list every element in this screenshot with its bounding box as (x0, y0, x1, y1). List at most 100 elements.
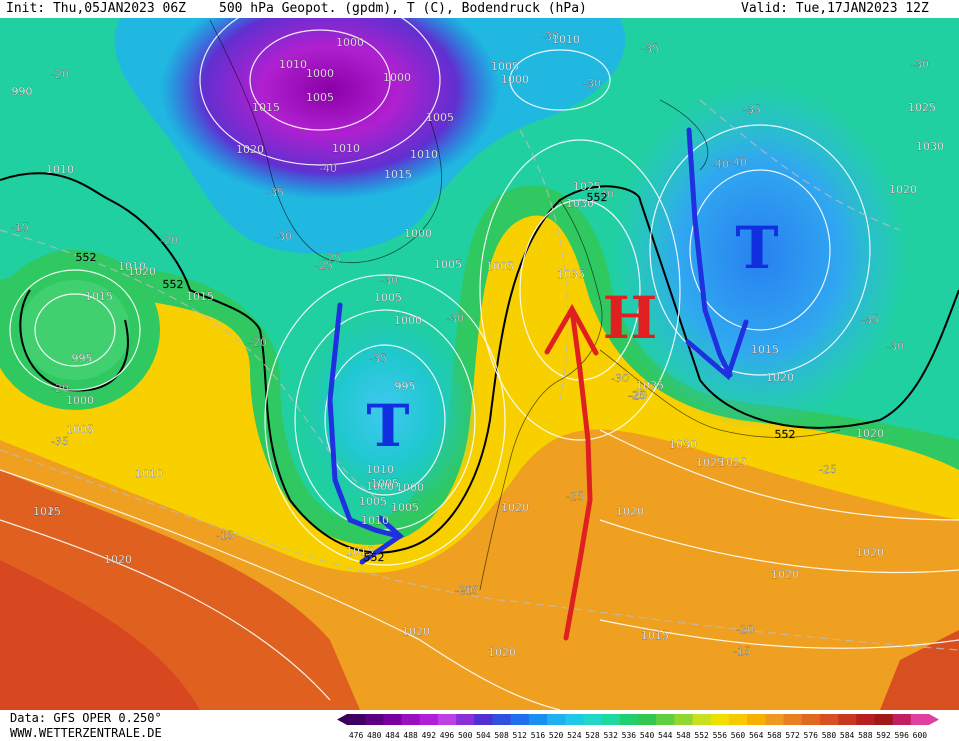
legend-color-swatch (401, 714, 421, 725)
legend-color-swatch (892, 714, 912, 725)
temperature-label: -35 (369, 352, 387, 365)
legend-tick-label: 588 (858, 731, 873, 740)
legend-tick-label: 476 (349, 731, 364, 740)
legend-tick-label: 576 (804, 731, 819, 740)
weather-map: T T H 1000101010001005100010051015102099… (0, 18, 959, 710)
legend-tick-label: 580 (822, 731, 837, 740)
height-contour-label: 552 (775, 428, 796, 441)
height-contour-label: 552 (364, 551, 385, 564)
isobar-label: 1015 (384, 168, 412, 181)
temperature-label: -25 (819, 463, 837, 476)
temperature-label: -25 (566, 490, 584, 503)
low-pressure-marker-east: T (735, 214, 778, 282)
legend-tick-label: 516 (531, 731, 546, 740)
isobar-label: 1020 (501, 501, 529, 514)
isobar-label: 1015 (751, 343, 779, 356)
temperature-label: -20 (249, 336, 267, 349)
height-contour-label: 552 (163, 278, 184, 291)
isobar-label: 1005 (359, 495, 387, 508)
legend-tick-label: 496 (440, 731, 455, 740)
isobar-label: 1015 (346, 545, 374, 558)
isobar-label: 1015 (33, 505, 61, 518)
color-legend: 476 480 484 488 492 496 500 504 508 512 516 520 524 5… (337, 714, 939, 740)
legend-right-arrow (929, 714, 939, 725)
legend-left-arrow (337, 714, 347, 725)
trough-arrow-east (686, 127, 733, 378)
legend-tick-label: 548 (676, 731, 691, 740)
isobar-label: 1000 (306, 67, 334, 80)
map-header: Init: Thu,05JAN2023 06Z 500 hPa Geopot. … (0, 0, 959, 18)
isobar-label: 1010 (135, 467, 163, 480)
legend-tick-label: 500 (458, 731, 473, 740)
legend-color-swatch (419, 714, 439, 725)
legend-color-swatch (528, 714, 548, 725)
temperature-label: -30 (911, 58, 929, 71)
temperature-label: -15 (11, 221, 29, 234)
temperature-label: -25 (315, 259, 333, 272)
isobar-label: 1010 (366, 463, 394, 476)
legend-tick-label: 484 (385, 731, 400, 740)
temperature-label: -30 (446, 312, 464, 325)
isobar-label: 1020 (856, 427, 884, 440)
isobar-label: 1000 (66, 394, 94, 407)
legend-color-swatch (874, 714, 894, 725)
isobar-label: 1010 (552, 33, 580, 46)
legend-tick-label: 568 (767, 731, 782, 740)
legend-color-swatch (638, 714, 657, 725)
legend-tick-label: 492 (422, 731, 437, 740)
isobar-label: 1020 (616, 505, 644, 518)
isobar-label: 1005 (66, 423, 94, 436)
temperature-label: -15 (733, 645, 751, 658)
ridge-arrow (563, 307, 593, 641)
temperature-label: -35 (641, 42, 659, 55)
legend-tick-label: 480 (367, 731, 382, 740)
temperature-label: -20 (51, 68, 69, 81)
legend-tick-label: 528 (585, 731, 600, 740)
isobar-label: 1005 (486, 260, 514, 273)
temperature-label: -20 (455, 584, 473, 597)
ridge-arrow-head (544, 303, 599, 356)
legend-tick-label: 592 (876, 731, 891, 740)
isobar-label: 1020 (236, 143, 264, 156)
isobar-label: 1005 (426, 111, 454, 124)
isobar-label: 995 (72, 352, 93, 365)
legend-tick-label: 512 (513, 731, 528, 740)
height-contour-label: 552 (76, 251, 97, 264)
isobar-label: 1025 (573, 180, 601, 193)
temperature-label: -30 (541, 30, 559, 43)
legend-color-swatch (674, 714, 694, 725)
isobar-label: 1015 (252, 101, 280, 114)
temperature-label: -20 (160, 234, 178, 247)
temperature-label: -40 (319, 162, 337, 175)
isobar-label: 1020 (889, 183, 917, 196)
legend-tick-label: 536 (622, 731, 637, 740)
isobar-label: 1000 (394, 314, 422, 327)
isobar-label: 1020 (771, 568, 799, 581)
temperature-label: -35 (743, 103, 761, 116)
temperature-label: -35 (861, 313, 879, 326)
legend-tick-label: 520 (549, 731, 564, 740)
isobar-label: 1000 (396, 481, 424, 494)
temperature-label: -35 (51, 435, 69, 448)
isobar-label: 1015 (641, 629, 669, 642)
legend-tick-label: 596 (894, 731, 909, 740)
temperature-label: -35 (266, 186, 284, 199)
isobar-label: 1000 (366, 480, 394, 493)
isobar-label: 1015 (186, 290, 214, 303)
isobar-label: 1000 (501, 73, 529, 86)
isobar-label: 1010 (46, 163, 74, 176)
legend-color-swatch (456, 714, 475, 725)
init-time: Init: Thu,05JAN2023 06Z (6, 1, 187, 16)
trough-arrow-east-head (685, 319, 749, 381)
temperature-label: -30 (611, 372, 629, 385)
isobar-label: 1025 (719, 456, 747, 469)
isobar-label: 1000 (336, 36, 364, 49)
legend-color-swatch (765, 714, 784, 725)
trough-arrow-west (327, 302, 401, 539)
isobar-label: 1020 (104, 553, 132, 566)
legend-color-swatch (437, 714, 457, 725)
legend-color-swatch (565, 714, 584, 725)
isobar-label: 1030 (566, 197, 594, 210)
isobar-label: 1010 (332, 142, 360, 155)
isobar-label: 1005 (371, 477, 399, 490)
